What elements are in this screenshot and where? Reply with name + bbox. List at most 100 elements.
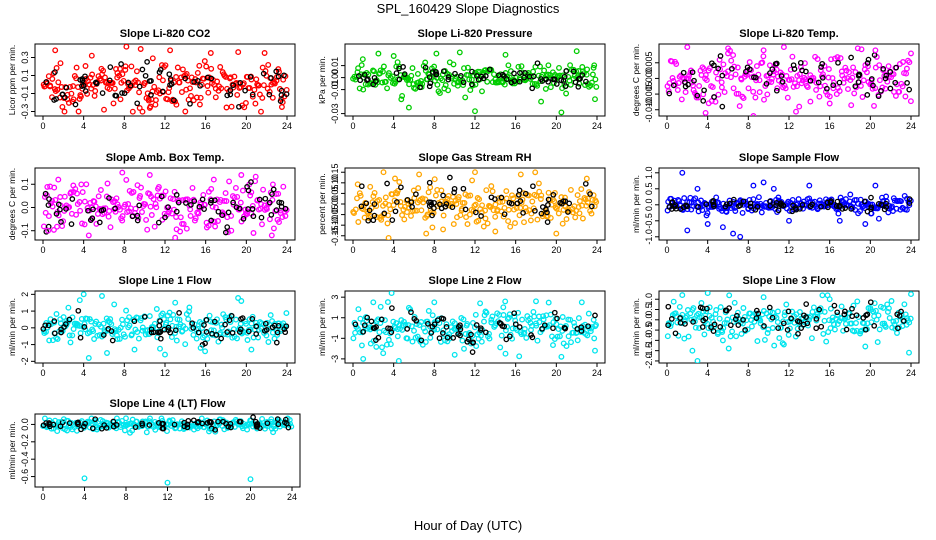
outlier-point bbox=[862, 343, 869, 350]
data-point bbox=[424, 318, 431, 325]
summary-point bbox=[496, 72, 502, 79]
data-point bbox=[535, 180, 542, 187]
data-point bbox=[449, 200, 456, 207]
summary-point bbox=[451, 189, 457, 196]
data-point bbox=[251, 86, 258, 93]
summary-point bbox=[127, 82, 134, 89]
data-point bbox=[484, 78, 491, 85]
data-point bbox=[288, 423, 295, 430]
data-point bbox=[588, 210, 595, 217]
summary-point bbox=[553, 81, 560, 87]
summary-point bbox=[530, 183, 536, 190]
summary-point bbox=[80, 423, 87, 430]
data-point bbox=[845, 86, 851, 93]
data-point bbox=[547, 214, 554, 221]
data-point bbox=[704, 210, 711, 217]
data-point bbox=[247, 192, 254, 199]
data-point bbox=[221, 72, 228, 79]
data-point bbox=[53, 311, 60, 317]
data-point bbox=[907, 315, 914, 322]
data-point bbox=[429, 224, 436, 231]
data-point bbox=[492, 201, 499, 208]
summary-point bbox=[258, 214, 265, 221]
summary-point bbox=[775, 325, 782, 331]
outlier-point bbox=[278, 104, 285, 110]
data-point bbox=[738, 330, 745, 337]
summary-point bbox=[282, 205, 289, 212]
data-point bbox=[418, 78, 424, 84]
data-point bbox=[730, 52, 737, 59]
data-point bbox=[169, 417, 176, 424]
summary-point bbox=[842, 205, 849, 211]
summary-point bbox=[428, 201, 435, 208]
data-point bbox=[152, 200, 159, 207]
summary-point bbox=[245, 328, 252, 335]
data-point bbox=[545, 62, 552, 69]
summary-point bbox=[72, 101, 79, 108]
summary-point bbox=[248, 179, 254, 185]
summary-point bbox=[90, 206, 96, 213]
summary-point bbox=[378, 316, 385, 323]
summary-point bbox=[842, 308, 848, 315]
x-tick-label: 20 bbox=[865, 245, 875, 255]
y-tick-label: 1 bbox=[20, 309, 30, 314]
data-point bbox=[725, 345, 732, 352]
data-point bbox=[413, 321, 420, 328]
outlier-point bbox=[826, 296, 833, 303]
summary-point bbox=[701, 87, 707, 94]
data-point bbox=[583, 202, 590, 209]
x-tick-label: 0 bbox=[350, 121, 355, 131]
data-point bbox=[768, 79, 775, 85]
outlier-point bbox=[477, 300, 484, 307]
data-point bbox=[104, 180, 111, 187]
x-tick-label: 8 bbox=[432, 245, 437, 255]
summary-point bbox=[268, 211, 275, 218]
data-point bbox=[139, 209, 145, 215]
summary-point bbox=[778, 73, 785, 79]
data-point bbox=[504, 315, 511, 322]
summary-point bbox=[579, 72, 586, 78]
summary-point bbox=[719, 72, 726, 79]
summary-point bbox=[752, 206, 759, 213]
data-point bbox=[798, 80, 805, 87]
outlier-point bbox=[719, 224, 726, 231]
summary-point bbox=[46, 196, 52, 202]
summary-point bbox=[906, 86, 913, 93]
outlier-point bbox=[247, 476, 254, 483]
data-point bbox=[133, 68, 140, 75]
data-point bbox=[826, 93, 833, 100]
panel-title: Slope Li-820 CO2 bbox=[120, 28, 210, 40]
data-point bbox=[440, 212, 447, 219]
data-point bbox=[217, 196, 224, 203]
data-point bbox=[434, 81, 441, 88]
outlier-point bbox=[737, 233, 744, 240]
data-point bbox=[733, 90, 740, 97]
summary-point bbox=[215, 418, 221, 425]
summary-point bbox=[222, 321, 228, 328]
data-point bbox=[394, 187, 401, 194]
data-point bbox=[861, 320, 867, 327]
data-point bbox=[146, 313, 153, 320]
data-point bbox=[556, 333, 563, 340]
summary-point bbox=[428, 330, 435, 336]
panel-title: Slope Amb. Box Temp. bbox=[106, 152, 225, 164]
summary-point bbox=[58, 329, 64, 336]
outlier-point bbox=[172, 234, 179, 240]
data-point bbox=[243, 320, 249, 327]
summary-point bbox=[264, 420, 271, 427]
data-point bbox=[223, 104, 230, 111]
summary-point bbox=[42, 322, 49, 329]
summary-point bbox=[398, 184, 404, 191]
summary-point bbox=[753, 307, 760, 314]
summary-point bbox=[233, 204, 240, 211]
summary-point bbox=[368, 318, 375, 325]
outlier-point bbox=[533, 298, 539, 305]
summary-point bbox=[807, 203, 814, 209]
summary-point bbox=[804, 320, 811, 327]
summary-point bbox=[878, 202, 885, 208]
summary-point bbox=[98, 425, 105, 432]
summary-point bbox=[357, 77, 364, 84]
data-point bbox=[898, 198, 904, 205]
